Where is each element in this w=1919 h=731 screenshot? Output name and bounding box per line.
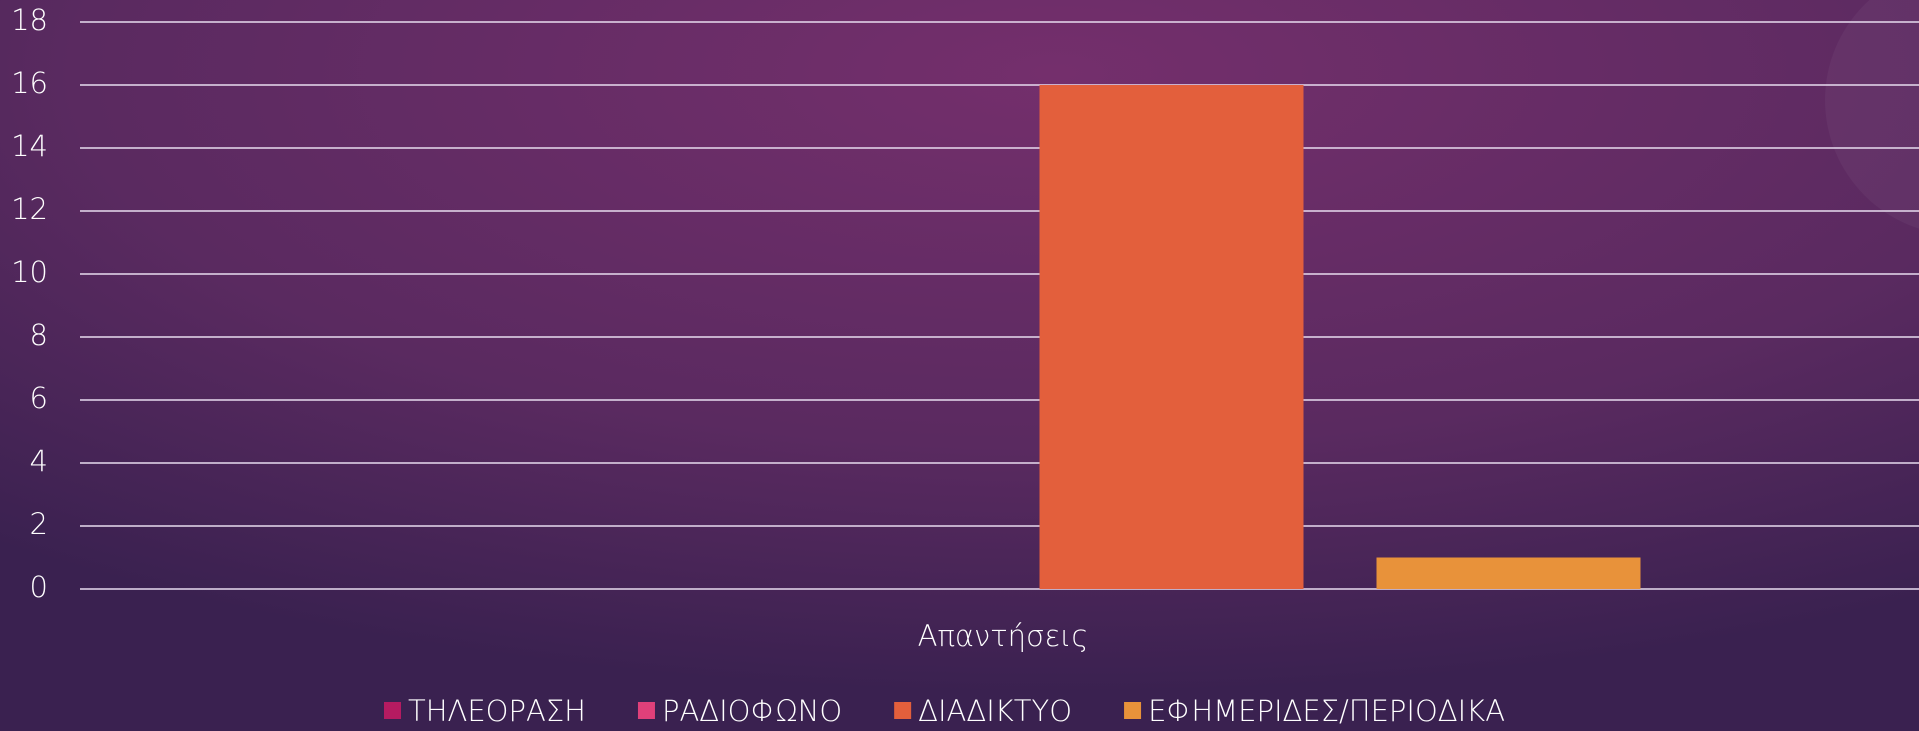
y-tick-label: 12 xyxy=(11,192,48,226)
legend-label: ΕΦΗΜΕΡΙΔΕΣ/ΠΕΡΙΟΔΙΚΑ xyxy=(1148,694,1505,728)
bar xyxy=(1376,557,1641,589)
x-tick-label: Απαντήσεις xyxy=(918,619,1089,653)
decor-circle xyxy=(1825,0,1919,229)
y-tick-label: 10 xyxy=(11,255,48,289)
y-tick-label: 8 xyxy=(30,318,48,352)
y-tick-label: 14 xyxy=(11,129,48,163)
legend-label: ΤΗΛΕΟΡΑΣΗ xyxy=(408,694,586,728)
y-tick-label: 6 xyxy=(30,381,48,415)
y-tick-label: 0 xyxy=(30,570,48,604)
bar xyxy=(1039,85,1304,589)
legend-swatch xyxy=(637,702,655,719)
legend-label: ΔΙΑΔΙΚΤΥΟ xyxy=(918,694,1072,728)
legend-swatch xyxy=(1124,702,1142,719)
y-tick-label: 4 xyxy=(30,444,48,478)
legend-swatch xyxy=(384,702,401,719)
y-tick-label: 16 xyxy=(11,66,48,100)
legend-swatch xyxy=(894,702,912,719)
y-tick-label: 18 xyxy=(11,3,48,37)
y-tick-label: 2 xyxy=(30,507,48,541)
legend-label: ΡΑΔΙΟΦΩΝΟ xyxy=(662,694,842,728)
